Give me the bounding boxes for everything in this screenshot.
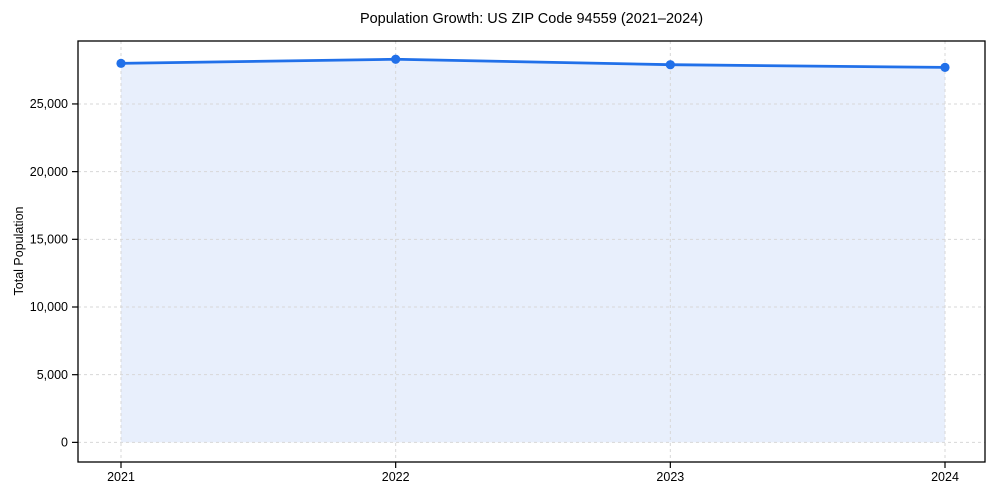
- data-point-2023: [665, 60, 675, 70]
- x-tick-label: 2022: [382, 470, 410, 484]
- data-point-2022: [391, 54, 401, 64]
- x-tick-label: 2023: [656, 470, 684, 484]
- chart-title: Population Growth: US ZIP Code 94559 (20…: [359, 11, 704, 27]
- y-tick-label: 5,000: [37, 368, 68, 382]
- x-tick-label: 2024: [931, 470, 959, 484]
- data-point-2024: [940, 62, 950, 72]
- x-tick-label: 2021: [107, 470, 135, 484]
- area-fill: [121, 59, 945, 443]
- data-point-2021: [116, 58, 126, 68]
- y-tick-label: 10,000: [30, 300, 68, 314]
- y-tick-label: 15,000: [30, 233, 68, 247]
- y-tick-label: 25,000: [30, 97, 68, 111]
- plot-border: [77, 40, 986, 463]
- y-tick-label: 20,000: [30, 165, 68, 179]
- population-trend-line: [119, 57, 947, 69]
- y-tick-label: 0: [61, 436, 68, 450]
